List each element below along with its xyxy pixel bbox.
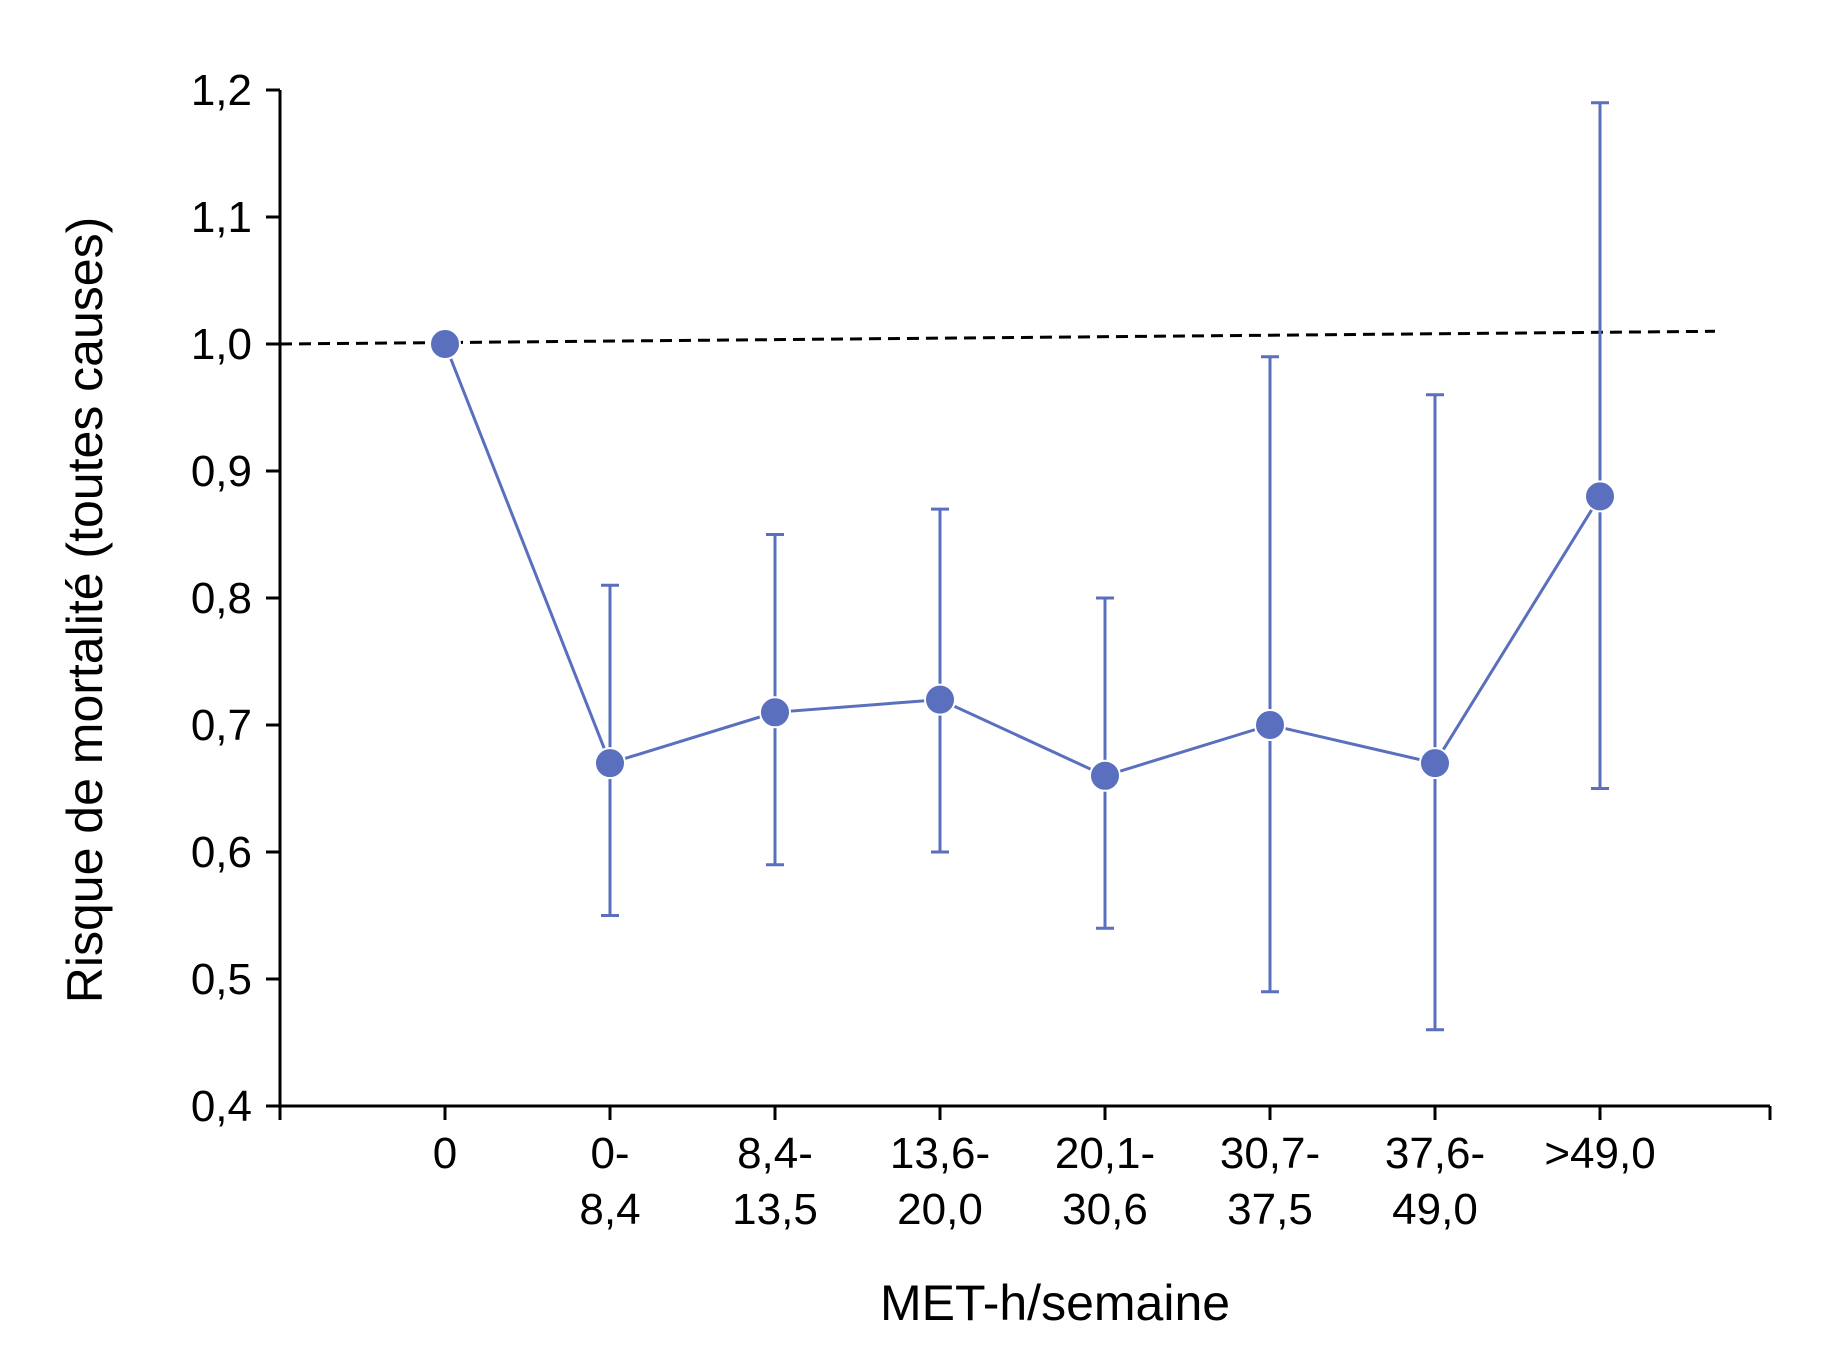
x-tick-label: 30,7- xyxy=(1220,1129,1320,1178)
y-tick-label: 0,9 xyxy=(191,447,252,496)
y-tick-label: 1,2 xyxy=(191,66,252,115)
x-tick-label: 8,4- xyxy=(737,1129,813,1178)
axes xyxy=(266,88,1772,1120)
data-point xyxy=(1584,480,1616,513)
x-tick-label: 8,4 xyxy=(579,1185,640,1234)
series-line xyxy=(443,343,1602,778)
data-point xyxy=(924,683,956,716)
x-tick-label: 49,0 xyxy=(1392,1185,1478,1234)
data-point xyxy=(1089,759,1121,792)
data-point xyxy=(1254,709,1286,741)
x-tick-label: 20,0 xyxy=(897,1185,983,1234)
data-point xyxy=(1419,747,1451,780)
x-axis-title: MET-h/semaine xyxy=(880,1275,1230,1331)
series-group xyxy=(429,101,1616,1032)
data-point xyxy=(759,696,791,729)
x-tick-label: 13,5 xyxy=(732,1185,818,1234)
data-point xyxy=(429,328,461,360)
x-tick-label: 13,6- xyxy=(890,1129,990,1178)
x-tick-label: 0 xyxy=(433,1129,457,1178)
reference-line-group xyxy=(279,329,1716,346)
y-tick-label: 0,4 xyxy=(191,1082,252,1131)
x-tick-label: 20,1- xyxy=(1055,1129,1155,1178)
y-tick-label: 0,6 xyxy=(191,828,252,877)
x-tick-label: 30,6 xyxy=(1062,1185,1148,1234)
data-point xyxy=(594,747,626,780)
y-tick-label: 0,8 xyxy=(191,574,252,623)
x-tick-label: >49,0 xyxy=(1544,1129,1655,1178)
reference-line xyxy=(279,329,1716,346)
y-tick-label: 0,5 xyxy=(191,955,252,1004)
x-tick-label: 37,5 xyxy=(1227,1185,1313,1234)
y-tick-label: 1,0 xyxy=(191,320,252,369)
x-tick-label: 0- xyxy=(590,1129,629,1178)
labels-group: 0,4 0,5 0,6 0,7 0,8 0,9 1,0 1,1 1,2 0 0- 8,4 8,4- 13,… xyxy=(191,66,1656,1234)
y-axis-title: Risque de mortalité (toutes causes) xyxy=(57,217,113,1003)
x-tick-label: 37,6- xyxy=(1385,1129,1485,1178)
y-tick-label: 0,7 xyxy=(191,701,252,750)
y-tick-label: 1,1 xyxy=(191,193,252,242)
